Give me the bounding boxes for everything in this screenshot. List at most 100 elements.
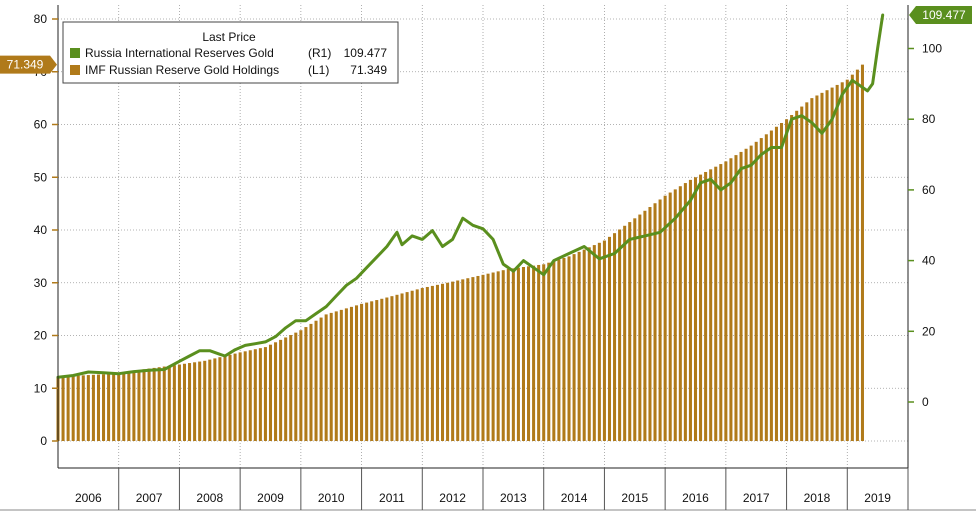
bar <box>203 360 207 441</box>
bar <box>501 270 505 441</box>
bar <box>506 269 510 441</box>
bar <box>410 290 414 441</box>
bar <box>294 332 298 441</box>
bar <box>542 264 546 441</box>
bar <box>739 151 743 441</box>
x-tick-label: 2011 <box>379 491 405 505</box>
bar <box>86 375 90 441</box>
bar <box>289 335 293 441</box>
bar <box>188 363 192 441</box>
bar <box>815 95 819 442</box>
value-badges: 71.349 109.477 <box>0 5 972 74</box>
bar <box>380 298 384 441</box>
bar <box>360 303 364 441</box>
bar <box>390 296 394 441</box>
left-tick-label: 20 <box>34 329 48 343</box>
bar <box>496 271 500 441</box>
bar <box>279 339 283 441</box>
bar <box>587 247 591 441</box>
x-tick-label: 2010 <box>318 491 345 505</box>
bar <box>61 376 65 441</box>
left-value-badge <box>0 55 57 74</box>
bar <box>451 281 455 441</box>
bar <box>527 266 531 441</box>
bar <box>491 272 495 441</box>
bar <box>218 357 222 441</box>
bar <box>107 374 111 441</box>
bar <box>825 90 829 442</box>
line-path <box>56 13 885 379</box>
x-tick-label: 2014 <box>561 491 588 505</box>
bar <box>385 297 389 441</box>
bar <box>511 268 515 441</box>
bar <box>395 294 399 441</box>
legend-axis: (R1) <box>308 46 331 60</box>
right-tick-label: 60 <box>922 183 936 197</box>
bar <box>66 376 70 441</box>
bar <box>117 373 121 441</box>
bar <box>724 161 728 442</box>
bar <box>162 366 166 441</box>
bar <box>456 280 460 441</box>
bar <box>243 351 247 441</box>
bar <box>567 256 571 441</box>
bar <box>152 367 156 441</box>
bar <box>840 82 844 442</box>
bar <box>213 358 217 441</box>
bar <box>76 375 80 441</box>
bar <box>182 363 187 441</box>
bar <box>430 285 434 441</box>
bar <box>582 249 586 441</box>
bar <box>248 350 252 441</box>
bar <box>309 323 313 441</box>
legend-box <box>62 21 399 84</box>
bar <box>365 302 369 441</box>
left-tick-label: 40 <box>34 223 48 237</box>
bar <box>344 308 348 441</box>
right-tick-label: 80 <box>922 112 936 126</box>
bar <box>193 362 197 441</box>
bar <box>274 342 278 441</box>
bar <box>790 115 794 441</box>
bar <box>607 236 612 441</box>
bar <box>137 370 141 441</box>
bar <box>845 79 849 441</box>
bar <box>91 374 95 441</box>
line-series-russia-gold <box>56 13 885 379</box>
bar <box>349 306 353 441</box>
bar <box>532 265 536 441</box>
bar <box>299 330 303 441</box>
bar <box>779 122 784 441</box>
bar <box>142 369 146 441</box>
bar <box>400 293 404 441</box>
bar <box>441 283 445 441</box>
bar <box>628 222 632 441</box>
bar <box>663 195 667 441</box>
bar <box>375 300 379 441</box>
x-tick-label: 2012 <box>439 491 466 505</box>
bar <box>461 279 465 441</box>
bar <box>769 130 773 441</box>
bar <box>132 370 136 441</box>
bar <box>481 274 485 441</box>
bar <box>729 158 733 441</box>
bar <box>693 177 698 441</box>
bar <box>127 371 131 441</box>
bar <box>572 254 576 441</box>
bar <box>602 240 606 441</box>
bar <box>112 373 116 441</box>
bar <box>597 242 601 441</box>
bar <box>329 312 333 441</box>
bar <box>810 98 814 441</box>
bar <box>238 352 242 441</box>
x-tick-label: 2006 <box>75 491 102 505</box>
bar <box>253 349 257 441</box>
bar <box>673 189 677 441</box>
bar <box>678 186 682 441</box>
left-tick-label: 30 <box>34 276 48 290</box>
legend-axis: (L1) <box>308 63 329 77</box>
bar <box>172 365 176 441</box>
bar <box>643 210 647 441</box>
legend-swatch <box>70 48 80 58</box>
bar <box>476 275 480 441</box>
